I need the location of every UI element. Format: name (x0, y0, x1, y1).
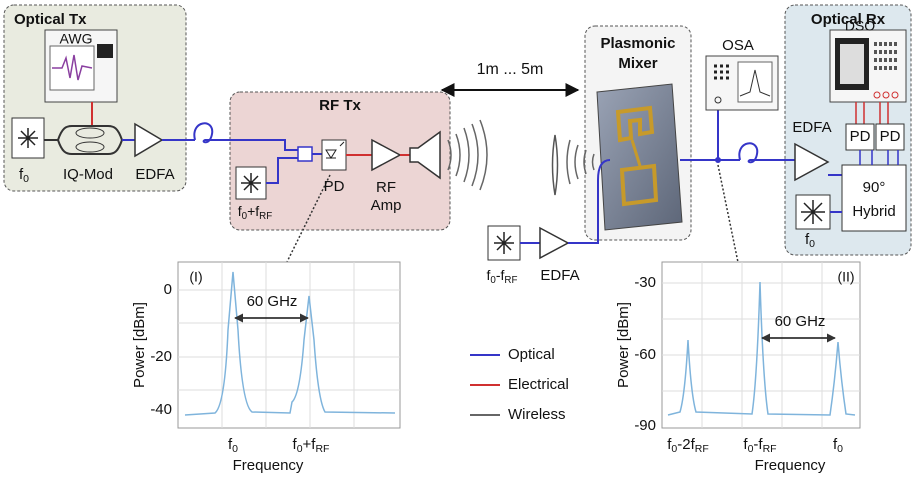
scope-label: DSO (845, 18, 875, 34)
legend-label: Electrical (508, 376, 569, 393)
y-tick-label: -90 (634, 417, 656, 434)
subscript: 0 (232, 443, 238, 455)
y-axis-label: Power [dBm] (615, 302, 632, 388)
y-tick-label: -40 (150, 401, 172, 418)
laser-label: f0-fRF (487, 267, 518, 286)
setup-diagram: Optical TxAWGf0IQ-ModEDFARF Txf0+fRFPDRF… (0, 0, 915, 491)
x-tick-label: f0 (833, 436, 843, 455)
x-tick-label: f0-2fRF (667, 436, 709, 455)
distance-label: 1m ... 5m (477, 61, 544, 78)
detector-label: PD (324, 178, 345, 195)
annotation: 60 GHz (247, 293, 298, 310)
hybrid-label: 90° (863, 179, 886, 196)
x-tick-label: f0-fRF (743, 436, 776, 455)
y-tick-label: 0 (164, 281, 172, 298)
label-part: +f (303, 436, 317, 453)
panel-label: (I) (189, 269, 202, 285)
subscript: 0 (809, 238, 815, 250)
x-tick-label: f0 (228, 436, 238, 455)
label-part: -2f (677, 436, 695, 453)
subscript: RF (315, 443, 329, 455)
osa-label: OSA (722, 37, 754, 54)
legend-label: Optical (508, 346, 555, 363)
y-tick-label: -30 (634, 274, 656, 291)
legend-label: Wireless (508, 406, 566, 423)
amplifier-label: EDFA (792, 119, 831, 136)
subscript: RF (695, 443, 709, 455)
modulator-label: IQ-Mod (63, 166, 113, 183)
x-tick-label: f0+fRF (293, 436, 330, 455)
awg-label: AWG (60, 31, 93, 47)
amplifier-label: EDFA (135, 166, 174, 183)
amplifier-label: EDFA (540, 267, 579, 284)
label-part: +f (247, 203, 259, 219)
subscript: RF (259, 211, 272, 222)
amplifier-label: Amp (371, 197, 402, 214)
subscript: RF (763, 443, 777, 455)
detector-label: PD (850, 128, 871, 145)
panel-label: (II) (837, 269, 854, 285)
hybrid-label: Hybrid (852, 203, 895, 220)
x-axis-label: Frequency (233, 457, 304, 474)
y-tick-label: -60 (634, 346, 656, 363)
group-title: RF Tx (319, 97, 361, 114)
annotation: 60 GHz (775, 313, 826, 330)
group-title: Mixer (618, 55, 657, 72)
subscript: 0 (837, 443, 843, 455)
detector-label: PD (880, 128, 901, 145)
group-title: Optical Tx (14, 11, 87, 28)
subscript: RF (504, 275, 517, 286)
y-tick-label: -20 (150, 348, 172, 365)
y-axis-label: Power [dBm] (131, 302, 148, 388)
subscript: 0 (23, 173, 29, 185)
x-axis-label: Frequency (755, 457, 826, 474)
group-title: Plasmonic (600, 35, 675, 52)
amplifier-label: RF (376, 179, 396, 196)
label-part: -f (496, 267, 505, 283)
